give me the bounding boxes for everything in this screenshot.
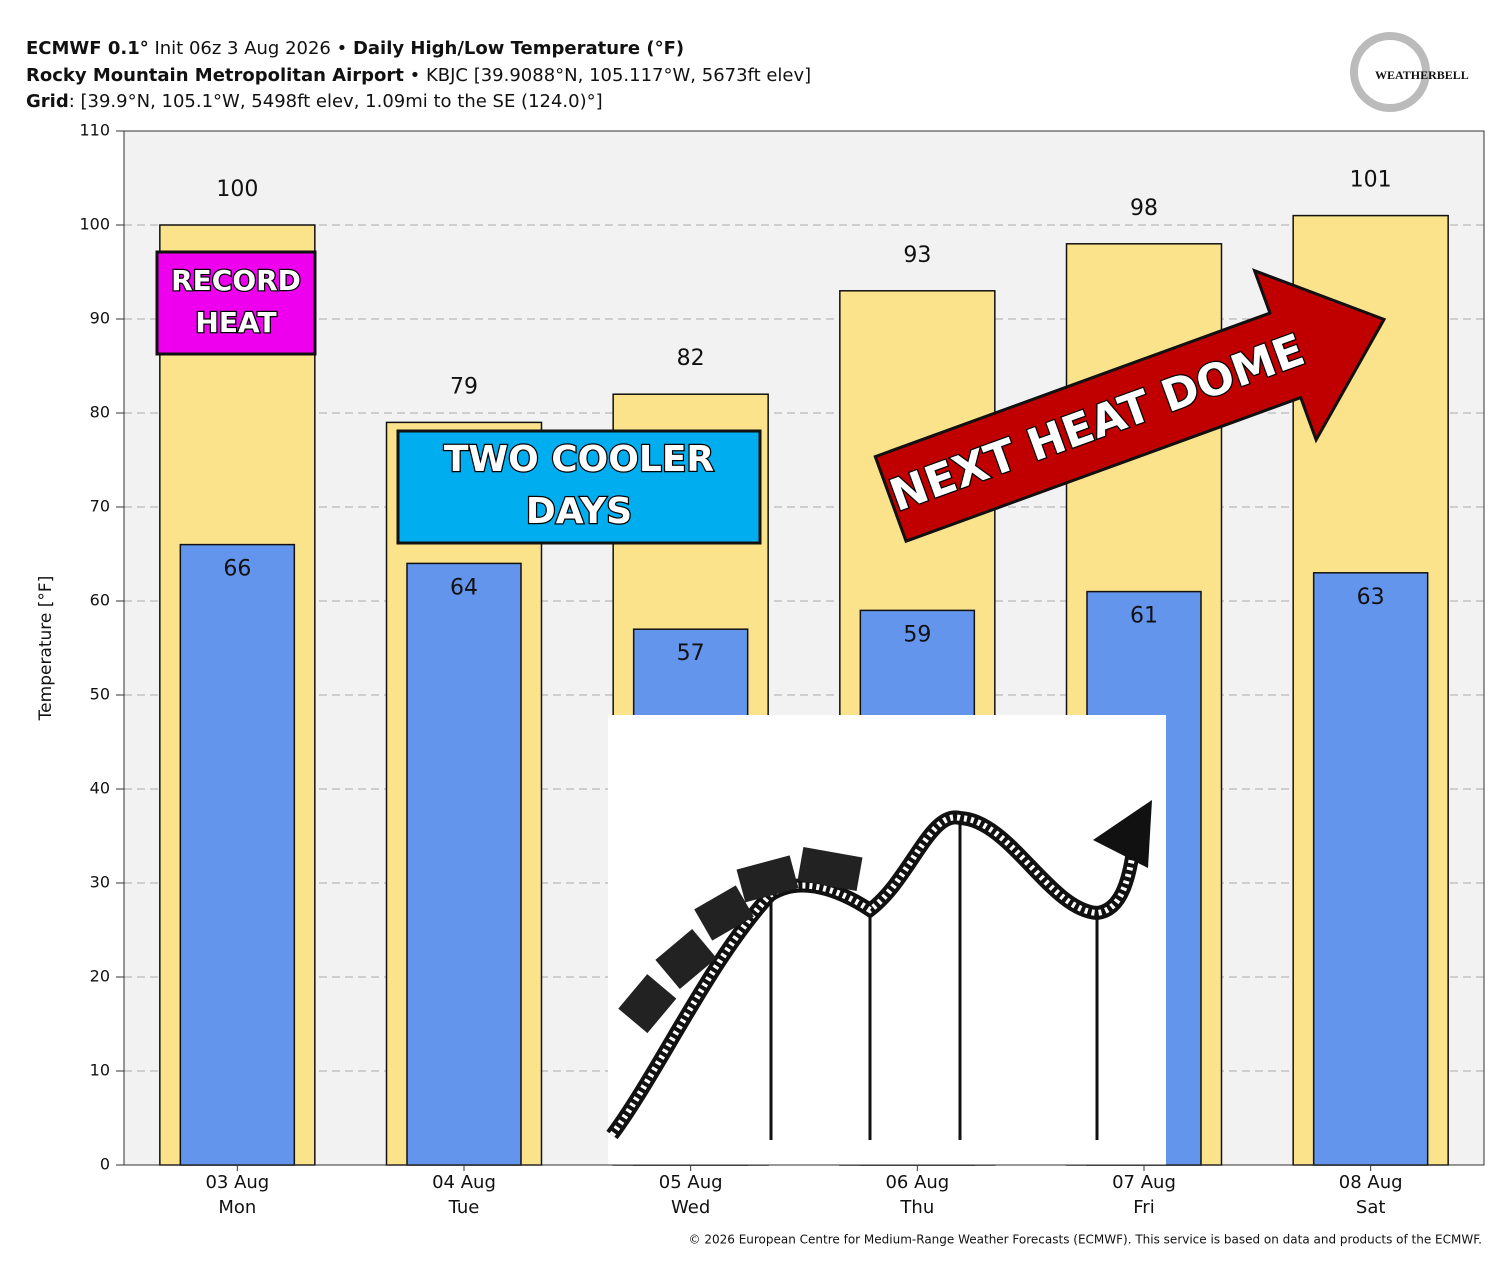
y-tick-label: 110 bbox=[79, 121, 110, 140]
y-tick-label: 100 bbox=[79, 215, 110, 234]
x-tick-label: Sat bbox=[1356, 1197, 1386, 1218]
value-label: 93 bbox=[903, 243, 931, 268]
x-tick-label: 07 Aug bbox=[1112, 1172, 1176, 1193]
grid-info: Grid: [39.9°N, 105.1°W, 5498ft elev, 1.0… bbox=[26, 91, 603, 112]
value-label: 79 bbox=[450, 374, 478, 399]
grid-detail: : [39.9°N, 105.1°W, 5498ft elev, 1.09mi … bbox=[69, 91, 603, 112]
x-tick-label: 06 Aug bbox=[885, 1172, 949, 1193]
record-heat-box: RECORD HEAT bbox=[155, 250, 317, 356]
x-tick-label: Tue bbox=[448, 1197, 480, 1218]
subtitle: Rocky Mountain Metropolitan Airport • KB… bbox=[26, 65, 811, 86]
value-label: 64 bbox=[450, 575, 478, 600]
value-label: 57 bbox=[677, 641, 705, 666]
station: Rocky Mountain Metropolitan Airport bbox=[26, 65, 404, 86]
value-label: 59 bbox=[903, 622, 931, 647]
x-tick-label: Mon bbox=[218, 1197, 256, 1218]
coaster-image bbox=[606, 715, 1166, 1165]
coaster-ties bbox=[609, 814, 1138, 1137]
cooler-days-box: TWO COOLER DAYS bbox=[396, 429, 762, 545]
y-tick-label: 30 bbox=[90, 873, 110, 892]
title-name: Daily High/Low Temperature (°F) bbox=[353, 38, 684, 59]
y-tick-label: 40 bbox=[90, 779, 110, 798]
bar bbox=[406, 562, 522, 1166]
y-tick-label: 0 bbox=[100, 1155, 110, 1174]
bar bbox=[1312, 572, 1429, 1166]
logo-swirl bbox=[1350, 32, 1430, 112]
grid-label: Grid bbox=[26, 91, 69, 112]
y-tick-label: 80 bbox=[90, 403, 110, 422]
station-info: • KBJC [39.9088°N, 105.117°W, 5673ft ele… bbox=[404, 65, 811, 86]
x-tick-label: 04 Aug bbox=[432, 1172, 496, 1193]
x-tick-label: 08 Aug bbox=[1339, 1172, 1403, 1193]
title: ECMWF 0.1° Init 06z 3 Aug 2026 • Daily H… bbox=[26, 38, 684, 59]
logo: WEATHERBELL bbox=[1350, 32, 1469, 112]
annotation-box bbox=[396, 429, 762, 545]
value-label: 100 bbox=[216, 177, 258, 202]
plot-frame bbox=[123, 130, 1485, 1166]
annotation: RECORD HEAT bbox=[171, 264, 301, 339]
value-label: 101 bbox=[1350, 168, 1392, 193]
arrow bbox=[873, 268, 1387, 544]
value-label: 98 bbox=[1130, 196, 1158, 221]
value-label: 61 bbox=[1130, 604, 1158, 629]
value-label: 82 bbox=[677, 346, 705, 371]
coaster-cars bbox=[618, 847, 863, 1034]
y-axis-label: Temperature [°F] bbox=[36, 576, 56, 722]
x-tick-label: Thu bbox=[899, 1197, 934, 1218]
coaster-supports bbox=[769, 818, 1099, 1140]
title-init: Init 06z 3 Aug 2026 • bbox=[149, 38, 353, 59]
x-tick-label: 05 Aug bbox=[659, 1172, 723, 1193]
title-model: ECMWF 0.1° bbox=[26, 38, 149, 59]
x-tick-label: 03 Aug bbox=[205, 1172, 269, 1193]
annotation: TWO COOLER DAYS bbox=[444, 439, 714, 532]
y-tick-label: 20 bbox=[90, 967, 110, 986]
coaster-arrowhead bbox=[1093, 800, 1152, 868]
y-tick-label: 70 bbox=[90, 497, 110, 516]
bar bbox=[179, 543, 296, 1166]
y-tick-label: 10 bbox=[90, 1061, 110, 1080]
y-tick-label: 90 bbox=[90, 309, 110, 328]
y-tick-label: 60 bbox=[90, 591, 110, 610]
logo-text: WEATHERBELL bbox=[1375, 68, 1469, 82]
annotation-box bbox=[155, 250, 317, 356]
credit: © 2026 European Centre for Medium-Range … bbox=[689, 1233, 1482, 1247]
x-tick-label: Fri bbox=[1133, 1197, 1154, 1218]
value-label: 66 bbox=[223, 557, 251, 582]
y-tick-label: 50 bbox=[90, 685, 110, 704]
value-label: 63 bbox=[1357, 585, 1385, 610]
x-tick-label: Wed bbox=[671, 1197, 710, 1218]
